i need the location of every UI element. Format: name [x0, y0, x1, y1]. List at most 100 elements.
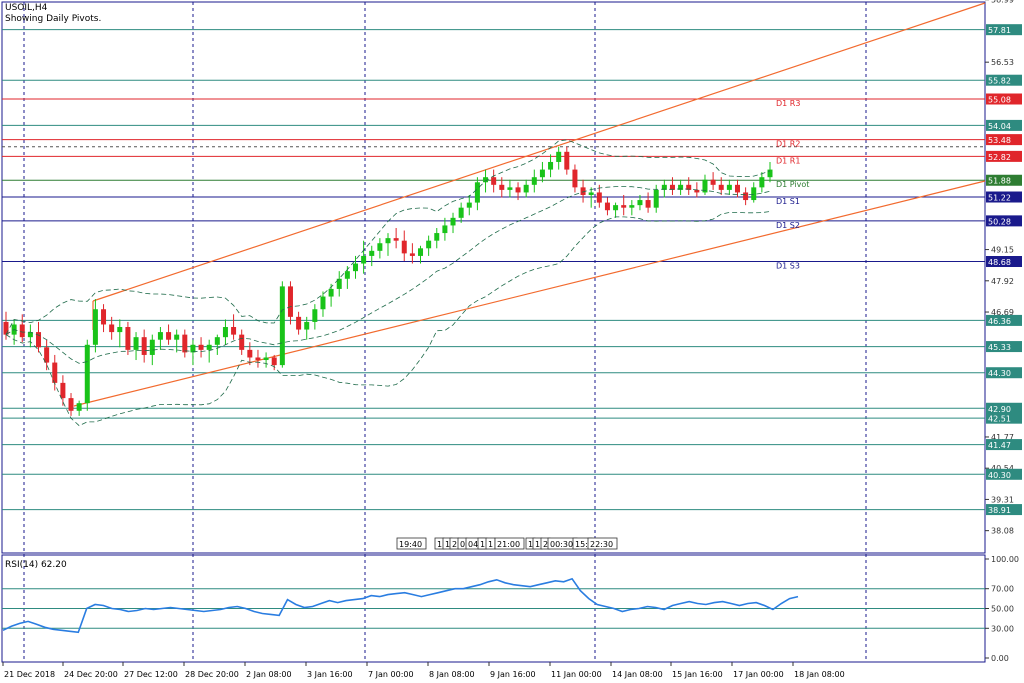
candle-body [466, 202, 472, 208]
candle-body [141, 337, 147, 355]
time-marker-label: 1 [445, 540, 450, 549]
time-marker-label: 15: [575, 540, 588, 549]
candle-body [247, 349, 253, 358]
price-level-box [986, 468, 1022, 480]
price-axis-label: 41.77 [991, 433, 1014, 442]
candle-body [19, 324, 25, 338]
time-marker-label: 2 [543, 540, 548, 549]
chart-subtitle: Showing Daily Pivots. [5, 14, 102, 24]
time-marker-label: 00:30 [550, 540, 573, 549]
time-marker-label: 19:40 [399, 540, 422, 549]
price-level-box [986, 367, 1022, 379]
time-axis-label: 15 Jan 16:00 [672, 670, 723, 679]
pivot-label: D1 R1 [776, 156, 800, 165]
price-level-box [986, 134, 1022, 146]
candle-body [507, 187, 513, 190]
candle-body [206, 344, 212, 350]
price-level-label: 48.68 [988, 258, 1011, 267]
candle-body [222, 327, 228, 338]
time-marker-label: 22:30 [590, 540, 613, 549]
time-axis-label: 2 Jan 08:00 [246, 670, 292, 679]
candle-body [239, 334, 245, 350]
candle-body [393, 238, 399, 241]
candle-body [84, 344, 90, 404]
candle-body [694, 189, 700, 193]
candle-body [669, 184, 675, 190]
candle-body [499, 184, 505, 190]
candle-body [580, 187, 586, 195]
time-axis-label: 7 Jan 00:00 [368, 670, 414, 679]
candle-body [572, 169, 578, 188]
candle-body [149, 339, 155, 355]
candle-body [369, 250, 375, 256]
candle-body [271, 357, 277, 366]
channel-upper-line [92, 2, 986, 302]
price-level-box [986, 504, 1022, 516]
price-level-box [986, 74, 1022, 86]
candle-body [539, 169, 545, 178]
price-level-box [986, 191, 1022, 203]
rsi-axis-label: 0.00 [991, 654, 1009, 663]
bollinger-middle-band [5, 186, 771, 364]
candle-body [68, 398, 74, 411]
candle-body [263, 357, 269, 361]
candle-body [523, 184, 529, 193]
candle-body [726, 184, 732, 190]
candle-body [255, 357, 261, 361]
candle-body [157, 332, 163, 340]
candle-body [751, 187, 757, 201]
price-level-label: 50.28 [988, 217, 1011, 226]
time-axis-label: 14 Jan 08:00 [612, 670, 663, 679]
candle-body [328, 288, 334, 297]
candle-body [426, 240, 432, 249]
time-axis-label: 8 Jan 08:00 [429, 670, 475, 679]
price-axis-label: 56.53 [991, 58, 1014, 67]
candle-body [361, 255, 367, 264]
candle-body [401, 240, 407, 254]
candle-body [710, 179, 716, 185]
candle-body [3, 321, 9, 335]
candle-body [548, 161, 554, 170]
price-level-label: 46.36 [988, 317, 1011, 326]
bollinger-lower-band [5, 211, 771, 427]
time-marker-label: 2 [452, 540, 457, 549]
candle-body [336, 278, 342, 289]
candle-body [296, 316, 302, 330]
candle-body [36, 332, 42, 348]
candle-body [588, 192, 594, 195]
price-level-label: 42.51 [988, 415, 1011, 424]
candle-body [637, 200, 643, 206]
price-pane-frame [1, 1, 986, 554]
price-level-label: 40.30 [988, 471, 1011, 480]
pivot-label: D1 R3 [776, 99, 800, 108]
pivot-label: D1 S2 [776, 221, 800, 230]
candle-body [312, 309, 318, 322]
candle-body [702, 179, 708, 193]
candle-body [27, 332, 33, 338]
price-level-box [986, 402, 1022, 414]
candle-body [491, 177, 497, 185]
pivot-label: D1 R2 [776, 140, 800, 149]
candle-body [174, 334, 180, 340]
pivot-label: D1 S1 [776, 197, 800, 206]
price-axis-label: 58.99 [991, 0, 1014, 5]
price-level-label: 55.08 [988, 95, 1011, 104]
pivot-label: D1 S3 [776, 262, 800, 271]
candle-body [564, 151, 570, 170]
time-marker-label: 04: [468, 540, 481, 549]
price-level-box [986, 24, 1022, 36]
price-level-box [986, 150, 1022, 162]
time-marker-label: 1 [535, 540, 540, 549]
candle-body [231, 327, 237, 335]
candle-body [718, 184, 724, 190]
candle-body [483, 177, 489, 183]
candle-body [604, 202, 610, 211]
candle-body [320, 296, 326, 310]
candle-body [661, 184, 667, 190]
candle-body [596, 192, 602, 203]
candle-body [653, 189, 659, 208]
time-marker-label: 1 [528, 540, 533, 549]
time-axis-label: 18 Jan 08:00 [794, 670, 845, 679]
price-axis-label: 39.31 [991, 495, 1014, 504]
